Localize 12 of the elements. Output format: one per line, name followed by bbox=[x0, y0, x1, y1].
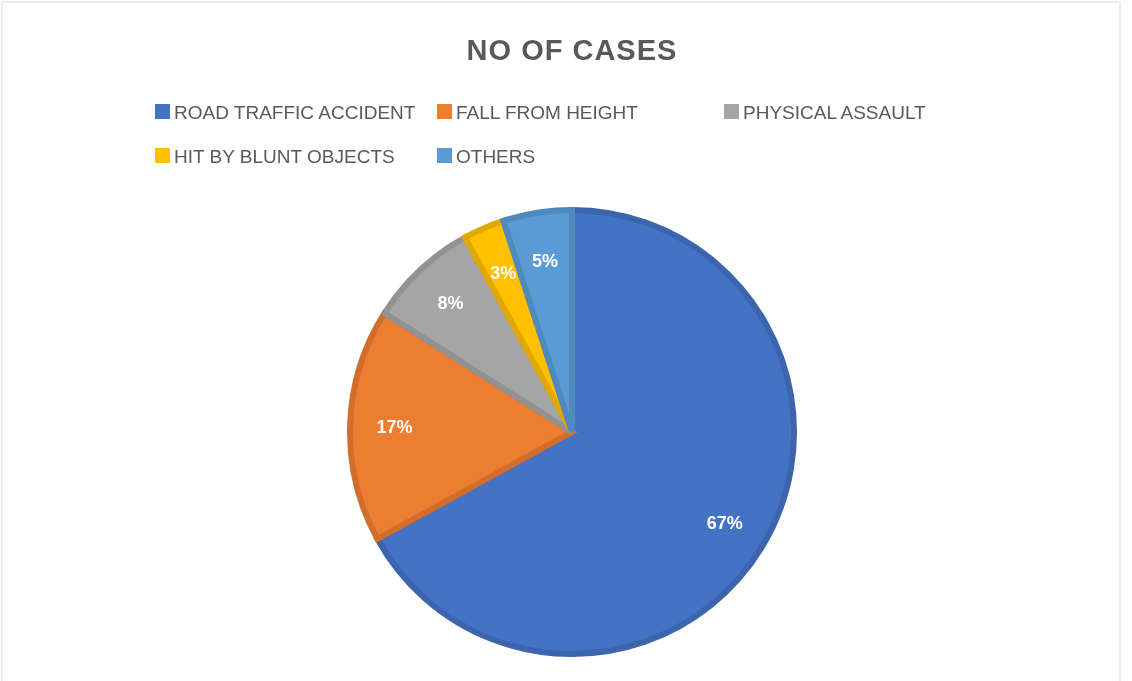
data-label: 17% bbox=[376, 416, 413, 437]
chart-title: NO OF CASES bbox=[466, 34, 678, 67]
legend-label: FALL FROM HEIGHT bbox=[456, 101, 639, 123]
data-label: 67% bbox=[706, 512, 743, 533]
data-label: 8% bbox=[437, 292, 464, 313]
legend-label: HIT BY BLUNT OBJECTS bbox=[174, 145, 395, 167]
legend-label: PHYSICAL ASSAULT bbox=[743, 101, 927, 123]
legend-label: ROAD TRAFFIC ACCIDENT bbox=[174, 101, 416, 123]
legend-label: OTHERS bbox=[456, 145, 536, 167]
pie-slice bbox=[374, 207, 797, 657]
data-label: 5% bbox=[531, 251, 558, 272]
data-label: 3% bbox=[490, 263, 517, 284]
